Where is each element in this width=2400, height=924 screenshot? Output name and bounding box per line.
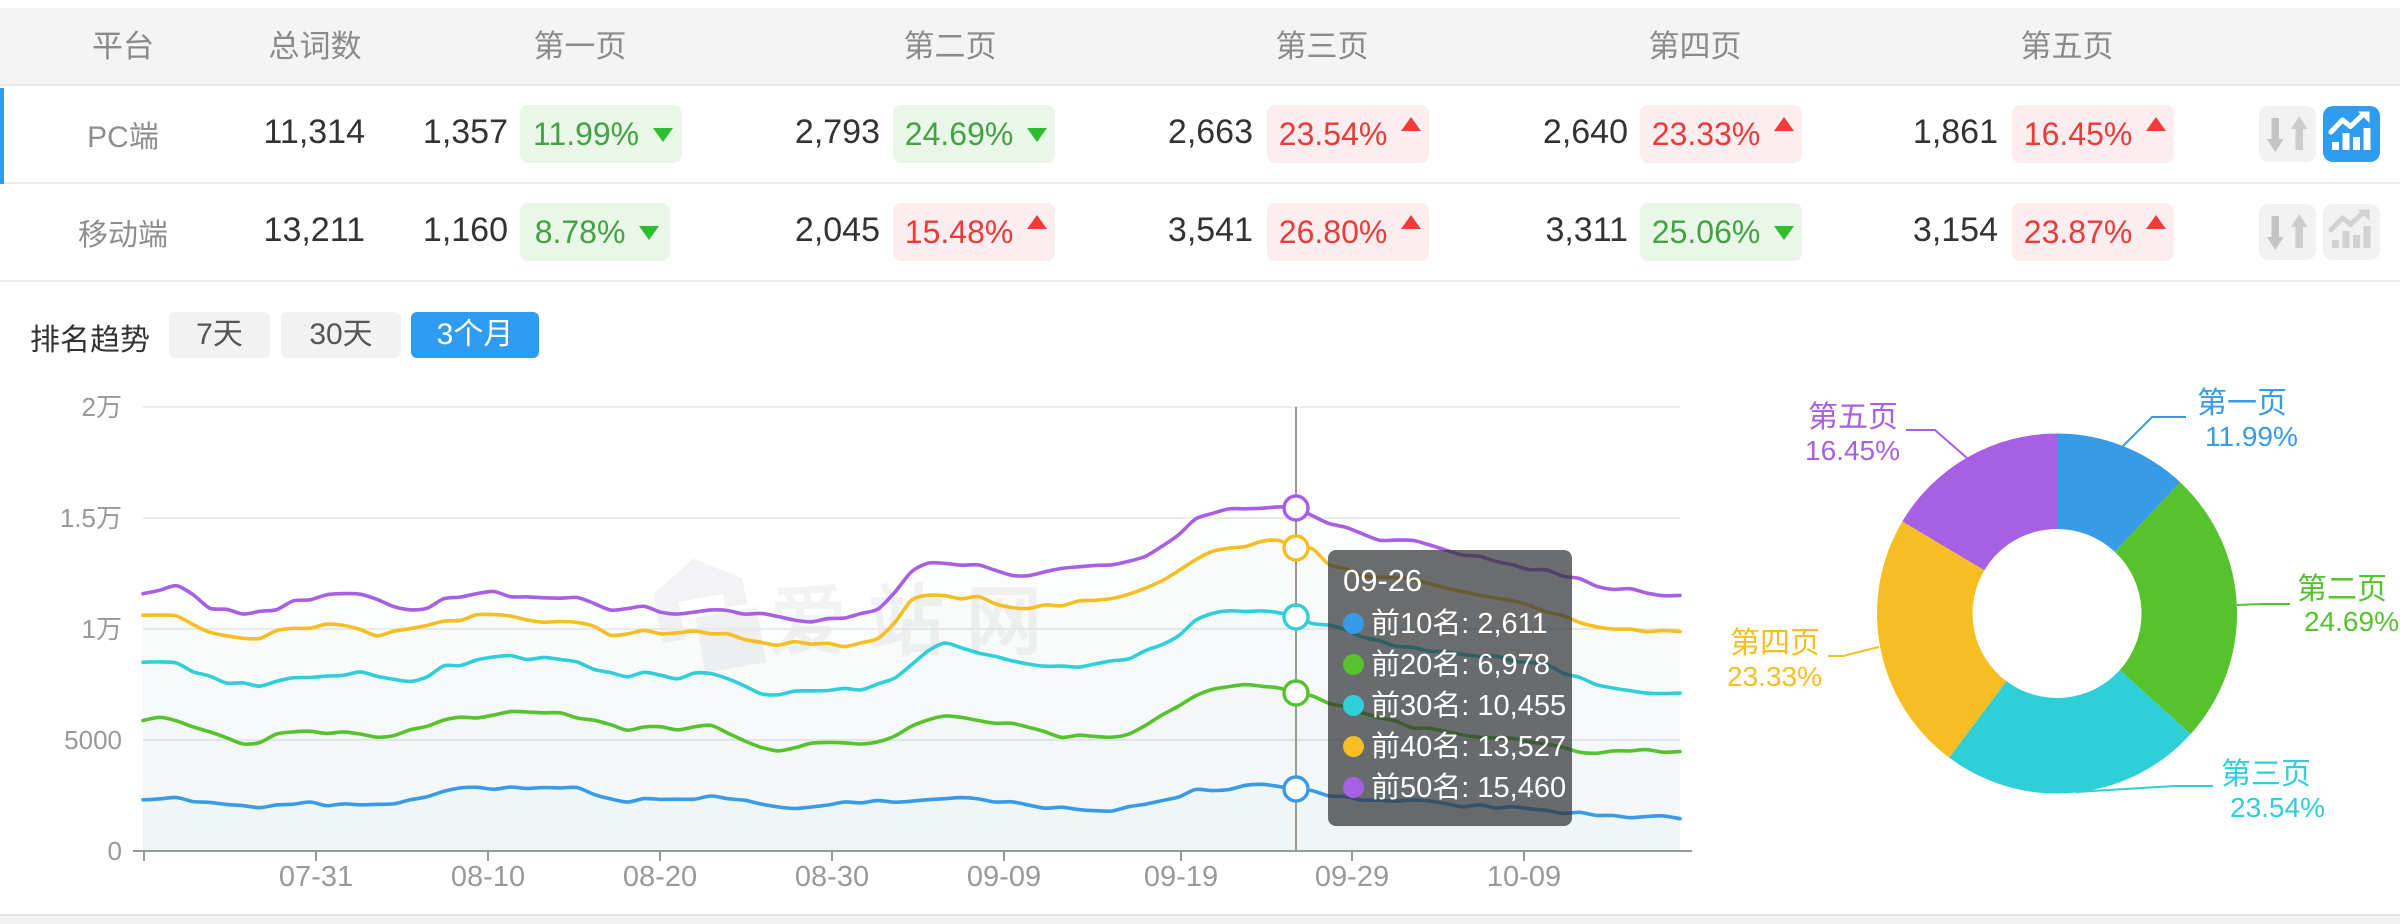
svg-text:09-09: 09-09 bbox=[967, 861, 1041, 893]
svg-text:09-29: 09-29 bbox=[1315, 861, 1389, 893]
svg-text:第三页: 第三页 bbox=[2221, 758, 2311, 791]
svg-text:1万: 1万 bbox=[82, 614, 122, 644]
svg-text:10-09: 10-09 bbox=[1487, 861, 1561, 893]
svg-text:第四页: 第四页 bbox=[1730, 627, 1820, 660]
svg-text:09-19: 09-19 bbox=[1144, 861, 1218, 893]
svg-text:08-10: 08-10 bbox=[451, 861, 525, 893]
svg-text:第五页: 第五页 bbox=[1808, 401, 1898, 434]
svg-text:第二页: 第二页 bbox=[2297, 573, 2387, 606]
svg-text:1.5万: 1.5万 bbox=[60, 503, 122, 533]
svg-text:08-20: 08-20 bbox=[623, 861, 697, 893]
svg-text:08-30: 08-30 bbox=[795, 861, 869, 893]
svg-text:24.69%: 24.69% bbox=[2304, 606, 2399, 637]
svg-text:2万: 2万 bbox=[82, 392, 122, 422]
svg-text:16.45%: 16.45% bbox=[1805, 435, 1900, 466]
svg-text:0: 0 bbox=[108, 836, 122, 866]
svg-text:11.99%: 11.99% bbox=[2205, 421, 2298, 452]
svg-text:07-31: 07-31 bbox=[279, 861, 353, 893]
svg-text:23.54%: 23.54% bbox=[2230, 792, 2325, 823]
svg-text:5000: 5000 bbox=[64, 725, 122, 755]
svg-text:第一页: 第一页 bbox=[2197, 387, 2287, 420]
svg-text:23.33%: 23.33% bbox=[1727, 661, 1822, 692]
